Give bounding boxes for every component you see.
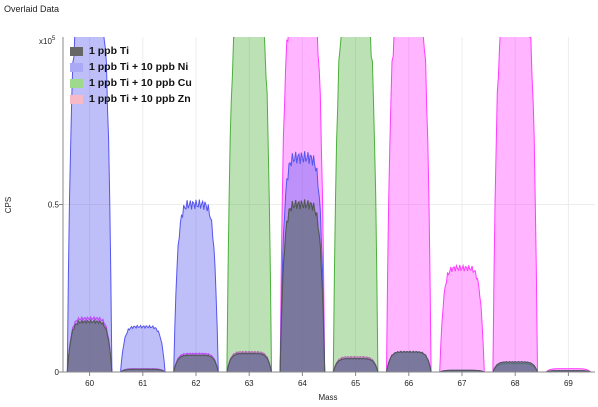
peak-area <box>386 350 432 372</box>
x-tick-label: 69 <box>564 379 573 388</box>
x-axis-label: Mass <box>318 393 337 402</box>
peak-area <box>492 37 538 372</box>
peak-area <box>226 352 272 372</box>
y-multiplier-label: x105 <box>39 36 56 46</box>
peak-area <box>66 318 113 372</box>
x-tick-label: 60 <box>85 379 94 388</box>
x-tick-label: 61 <box>138 379 147 388</box>
peak-area <box>386 37 432 372</box>
x-tick-label: 62 <box>192 379 201 388</box>
peak-area <box>226 37 272 372</box>
peak-area <box>279 199 326 372</box>
series-3 <box>66 199 591 372</box>
legend-label: 1 ppb Ti <box>89 45 130 57</box>
legend-label: 1 ppb Ti + 10 ppb Zn <box>89 93 191 105</box>
x-tick-label: 64 <box>298 379 307 388</box>
legend-item[interactable]: 1 ppb Ti + 10 ppb Cu <box>70 75 192 91</box>
legend-swatch <box>70 94 83 104</box>
legend-item[interactable]: 1 ppb Ti + 10 ppb Ni <box>70 59 192 75</box>
series-1 <box>66 37 591 372</box>
chart-areas <box>66 37 592 372</box>
peak-area <box>226 350 272 372</box>
x-tick-label: 68 <box>511 379 520 388</box>
chart-axes: 60 61 62 63 64 65 66 67 68 69 0 0.5 <box>48 37 595 388</box>
peak-area <box>66 315 113 372</box>
chart-title: Overlaid Data <box>4 4 60 14</box>
peak-area <box>492 362 538 372</box>
peak-area <box>120 368 166 372</box>
x-tick-label: 65 <box>351 379 360 388</box>
x-tick-label: 66 <box>404 379 413 388</box>
legend-item[interactable]: 1 ppb Ti + 10 ppb Zn <box>70 91 192 107</box>
peak-area <box>492 361 538 372</box>
series-2 <box>66 37 591 372</box>
peak-area <box>439 263 485 372</box>
x-tick-label: 63 <box>245 379 254 388</box>
peak-area <box>332 37 379 372</box>
peak-area <box>173 199 219 372</box>
legend-label: 1 ppb Ti + 10 ppb Ni <box>89 61 189 73</box>
x-tick-label: 67 <box>458 379 467 388</box>
peak-area <box>332 357 379 372</box>
y-tick-label: 0 <box>55 368 60 377</box>
peak-area <box>332 355 379 372</box>
peak-area <box>173 352 219 372</box>
legend-item[interactable]: 1 ppb Ti <box>70 43 192 59</box>
chart-legend: 1 ppb Ti 1 ppb Ti + 10 ppb Ni 1 ppb Ti +… <box>70 43 192 107</box>
legend-swatch <box>70 62 83 72</box>
y-tick-label: 0.5 <box>48 201 60 210</box>
peak-area <box>173 354 219 372</box>
legend-swatch <box>70 78 83 88</box>
legend-label: 1 ppb Ti + 10 ppb Cu <box>89 77 192 89</box>
legend-swatch <box>70 46 83 56</box>
y-axis-label: CPS <box>4 197 13 213</box>
peak-area <box>120 324 166 372</box>
